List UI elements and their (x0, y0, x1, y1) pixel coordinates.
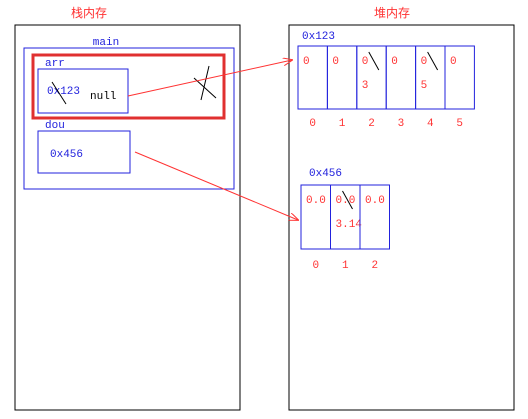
array-cell (444, 45, 475, 110)
arr-new-value: null (90, 91, 116, 103)
array-index: 1 (339, 118, 346, 130)
int-array: 0 0 0 1 0 3 2 0 3 0 5 4 0 5 (297, 45, 475, 130)
stack-memory-region (14, 24, 241, 411)
array-index: 5 (456, 118, 463, 130)
array-index: 3 (398, 118, 405, 130)
broken-reference-cross-b (200, 65, 210, 101)
array-cell-new-value: 3.14 (336, 219, 363, 231)
array-cell-strike (368, 51, 380, 71)
main-frame (23, 47, 235, 190)
array-index: 2 (371, 260, 378, 272)
arr-slot (37, 68, 129, 114)
broken-reference-cross-a (193, 77, 217, 99)
array-cell (359, 184, 390, 250)
stack-memory-title: 栈内存 (71, 5, 107, 20)
int-array-address: 0x123 (302, 31, 335, 43)
array-cell-value: 0.0 (306, 195, 326, 207)
arr-old-value-strike (51, 81, 67, 105)
array-cell-strike (427, 51, 439, 71)
heap-memory-title: 堆内存 (374, 6, 410, 20)
array-cell-value: 0 (421, 56, 428, 68)
dou-label: dou (45, 120, 65, 132)
arr-highlight-box (31, 53, 226, 120)
array-cell-value: 0 (362, 56, 369, 68)
array-index: 2 (368, 118, 375, 130)
arr-reference-arrow (127, 60, 292, 97)
array-index: 0 (312, 260, 319, 272)
array-cell-value: 0.0 (365, 195, 385, 207)
dou-reference-arrow (134, 151, 298, 220)
main-frame-label: main (93, 37, 119, 49)
array-cell-value: 0 (391, 56, 398, 68)
array-cell-value: 0.0 (336, 195, 356, 207)
arr-label: arr (45, 58, 65, 70)
array-cell-strike (342, 190, 353, 210)
array-cell-value: 0 (332, 56, 339, 68)
dou-slot (37, 130, 131, 174)
double-array-address: 0x456 (309, 168, 342, 180)
array-cell-value: 0 (303, 56, 310, 68)
array-cell-value: 0 (450, 56, 457, 68)
array-cell-new-value: 3 (362, 80, 369, 92)
array-cell-new-value: 5 (421, 80, 428, 92)
dou-value: 0x456 (50, 149, 83, 161)
array-index: 1 (342, 260, 349, 272)
arr-old-value: 0x123 (47, 86, 80, 98)
array-index: 0 (309, 118, 316, 130)
array-index: 4 (427, 118, 434, 130)
heap-memory-region (288, 24, 515, 411)
